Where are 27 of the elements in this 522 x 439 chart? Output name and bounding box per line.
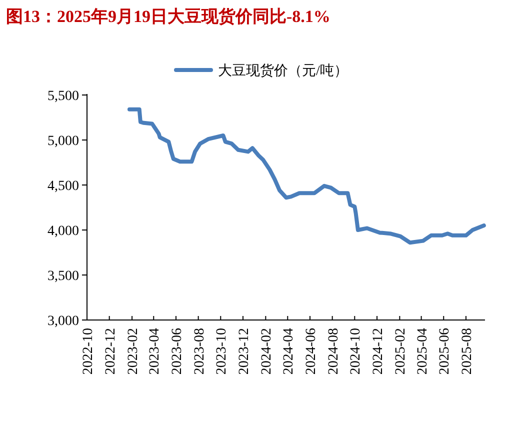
x-tick-label: 2024-10	[348, 328, 364, 375]
y-tick-label: 5,000	[48, 134, 79, 149]
x-tick-label: 2023-02	[126, 328, 142, 375]
y-tick-label: 5,500	[48, 89, 79, 104]
x-tick-label: 2023-10	[214, 328, 230, 375]
x-tick-label: 2022-12	[103, 328, 118, 375]
x-tick-label: 2023-08	[192, 328, 208, 375]
x-tick-label: 2023-04	[148, 328, 163, 375]
x-tick-label: 2025-08	[460, 328, 475, 375]
x-tick-label: 2025-06	[438, 328, 453, 375]
y-tick-label: 3,000	[48, 314, 79, 329]
x-tick-label: 2024-12	[370, 328, 386, 375]
chart-title: 图13：2025年9月19日大豆现货价同比-8.1%	[6, 7, 330, 26]
x-tick-label: 2023-06	[170, 328, 185, 375]
legend-label: 大豆现货价（元/吨）	[218, 63, 348, 79]
x-tick-label: 2024-06	[304, 328, 319, 375]
y-tick-label: 4,000	[48, 224, 79, 239]
x-tick-label: 2024-04	[282, 328, 297, 375]
x-tick-label: 2025-02	[394, 328, 409, 375]
x-tick-label: 2025-04	[415, 328, 430, 375]
y-tick-label: 3,500	[48, 269, 79, 284]
y-tick-label: 4,500	[48, 179, 79, 194]
x-tick-label: 2022-10	[81, 328, 96, 375]
x-tick-label: 2023-12	[236, 328, 252, 375]
x-tick-label: 2024-08	[326, 328, 342, 375]
line-series	[127, 107, 486, 245]
x-tick-label: 2024-02	[260, 328, 275, 375]
